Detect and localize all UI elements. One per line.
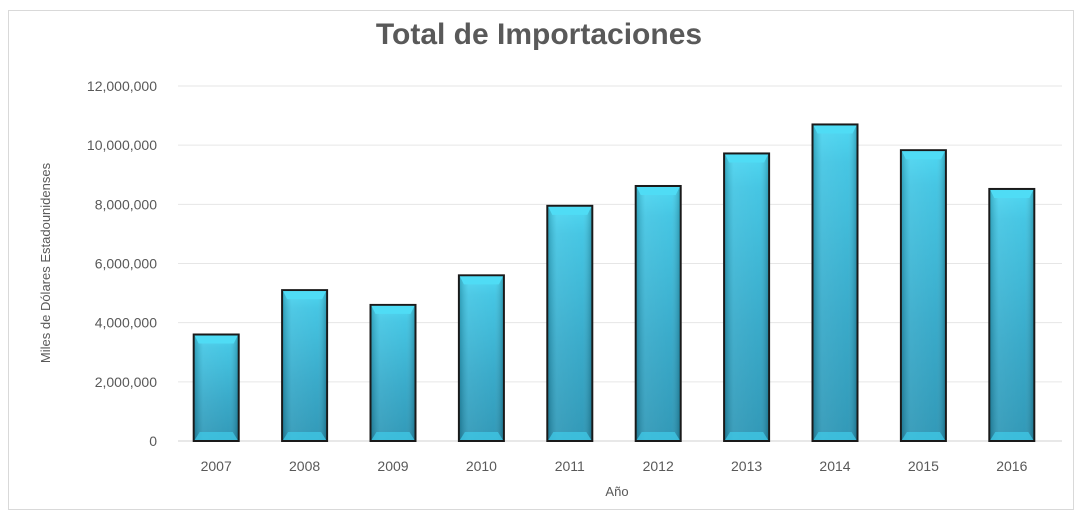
bar — [192, 333, 240, 442]
bar-shading — [901, 151, 945, 440]
x-tick-label: 2010 — [466, 458, 497, 474]
y-tick-labels: 0 2,000,000 4,000,000 6,000,000 8,000,000 10,… — [87, 78, 157, 449]
bar-top-highlight — [990, 189, 1034, 198]
bars — [192, 123, 1036, 443]
x-tick-label: 2009 — [377, 458, 408, 474]
bar-base-highlight — [725, 432, 769, 440]
bar-top-highlight — [901, 151, 945, 160]
bar-top-highlight — [813, 125, 857, 134]
x-tick-label: 2016 — [996, 458, 1027, 474]
bar-shading — [636, 186, 680, 440]
x-tick-label: 2011 — [555, 458, 585, 474]
x-tick-label: 2012 — [643, 458, 674, 474]
bar-shading — [194, 335, 238, 440]
bar-top-highlight — [636, 186, 680, 195]
bar-base-highlight — [194, 432, 238, 440]
bar-shading — [725, 154, 769, 440]
x-tick-label: 2014 — [819, 458, 850, 474]
bar-top-highlight — [371, 305, 415, 314]
bar-base-highlight — [371, 432, 415, 440]
x-tick-label: 2015 — [908, 458, 939, 474]
bar-base-highlight — [636, 432, 680, 440]
y-tick-label: 12,000,000 — [87, 78, 157, 94]
bar — [457, 274, 505, 443]
bar — [899, 149, 947, 442]
bar — [723, 152, 771, 442]
x-tick-label: 2013 — [731, 458, 762, 474]
bar-top-highlight — [548, 206, 592, 215]
x-axis-label: Año — [605, 484, 628, 499]
bar — [634, 184, 682, 442]
bar-base-highlight — [990, 432, 1034, 440]
bar-shading — [990, 189, 1034, 440]
bar-base-highlight — [548, 432, 592, 440]
bar-base-highlight — [283, 432, 327, 440]
bar-top-highlight — [194, 335, 238, 344]
chart-title: Total de Importaciones — [375, 18, 703, 51]
x-tick-labels: 2007 2008 2009 2010 2011 2012 2013 2014 2015 2016 — [201, 458, 1028, 474]
bar-base-highlight — [813, 432, 857, 440]
bar — [369, 303, 417, 442]
y-tick-label: 6,000,000 — [95, 256, 157, 272]
bar — [811, 123, 859, 442]
bar-top-highlight — [283, 291, 327, 300]
bar — [546, 204, 594, 442]
bar-shading — [371, 305, 415, 440]
bar — [281, 289, 329, 442]
bar-top-highlight — [725, 154, 769, 163]
y-tick-label: 10,000,000 — [87, 137, 157, 153]
y-tick-label: 4,000,000 — [95, 315, 157, 331]
bar-shading — [283, 291, 327, 440]
y-axis-label: Miles de Dólares Estadounidenses — [38, 162, 53, 363]
bar-shading — [813, 125, 857, 440]
y-tick-label: 8,000,000 — [95, 196, 157, 212]
bar-shading — [459, 276, 503, 440]
y-tick-label: 0 — [149, 433, 157, 449]
bar-base-highlight — [901, 432, 945, 440]
x-tick-label: 2007 — [201, 458, 232, 474]
chart-frame — [8, 10, 1074, 510]
x-tick-label: 2008 — [289, 458, 320, 474]
bar-top-highlight — [459, 276, 503, 285]
y-tick-label: 2,000,000 — [95, 374, 157, 390]
bar-shading — [548, 206, 592, 440]
bar-base-highlight — [459, 432, 503, 440]
bar — [988, 187, 1036, 442]
